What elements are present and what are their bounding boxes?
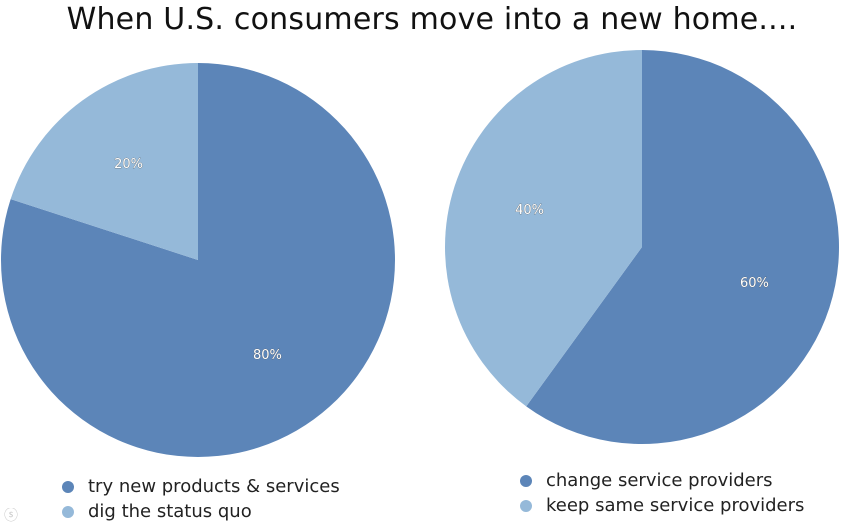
pie-chart-left: 80% 20% [1,63,396,457]
pie-slice [526,50,839,445]
slice-label: 60% [740,276,769,291]
legend-swatch [520,499,532,512]
legend-swatch [62,505,74,518]
chart-title: When U.S. consumers move into a new home… [66,2,798,37]
legend-label: dig the status quo [88,501,252,522]
legend-swatch [520,474,532,487]
legend-item: keep same service providers [520,493,804,518]
legend-item: dig the status quo [62,499,340,524]
legend-label: try new products & services [88,476,340,497]
legend-item: change service providers [520,468,804,493]
slice-label: 40% [515,203,544,218]
watermark-logo: ⓢ [4,508,18,524]
legend-label: change service providers [546,470,773,491]
slice-label: 20% [114,157,143,172]
pie-chart-right: 60% 40% [445,50,839,445]
legend-label: keep same service providers [546,495,805,516]
legend-right: change service providers keep same servi… [520,468,804,518]
pie-slice [10,63,199,260]
legend-item: try new products & services [62,474,340,499]
legend-left: try new products & services dig the stat… [62,474,340,524]
legend-swatch [62,480,74,493]
pie-slice [445,50,642,407]
slice-label: 80% [253,348,282,363]
